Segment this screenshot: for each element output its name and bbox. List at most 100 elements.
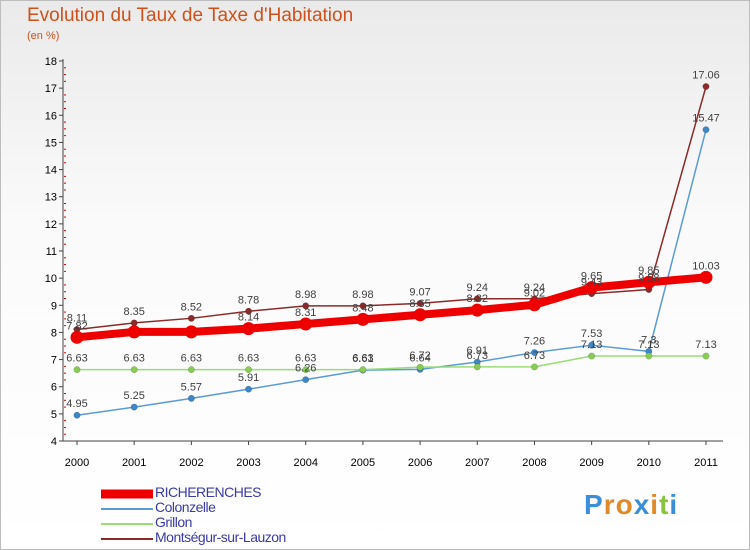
legend-label-richerenches: RICHERENCHES: [155, 484, 262, 500]
data-point: [73, 411, 81, 419]
data-label: 10.03: [692, 260, 720, 272]
data-point: [585, 281, 599, 295]
data-label: 7.26: [524, 336, 545, 348]
data-point: [413, 308, 427, 322]
data-point: [473, 295, 481, 303]
data-point: [245, 366, 252, 374]
data-label: 9.24: [467, 282, 488, 294]
data-label: 6.64: [409, 352, 430, 364]
y-tick-label: 5: [51, 409, 57, 421]
data-label: 8.98: [352, 289, 373, 301]
data-point: [187, 314, 195, 322]
series-line-0: [76, 273, 707, 342]
data-point: [531, 349, 538, 356]
x-tick-label: 2007: [465, 457, 489, 469]
data-label: 8.31: [295, 307, 316, 319]
y-tick-label: 12: [45, 219, 57, 231]
x-tick-label: 2002: [179, 457, 203, 469]
data-label: 7.13: [695, 339, 716, 351]
legend-label-colonzelle: Colonzelle: [155, 499, 216, 515]
data-label: 6.91: [467, 345, 488, 357]
y-tick-label: 9: [51, 300, 57, 312]
legend-swatch-colonzelle: [101, 507, 153, 510]
data-label: 9.65: [581, 271, 602, 283]
data-point: [359, 366, 367, 374]
axes: 4 5 6 7 8 9 10 11 12 13 14 15 16 17 18 2000 2001 2002 2003…: [45, 56, 723, 469]
logo-letter: t: [659, 489, 670, 520]
data-label: 6.72: [409, 350, 430, 362]
chart-subtitle: (en %): [27, 30, 60, 42]
data-label: 7.53: [581, 328, 602, 340]
data-point: [702, 352, 710, 360]
data-label: 6.26: [295, 363, 316, 375]
data-point: [588, 341, 596, 349]
data-point: [642, 275, 656, 289]
data-point: [245, 385, 252, 393]
y-tick-label: 15: [45, 137, 57, 149]
y-tick-label: 7: [51, 355, 57, 367]
data-label: 8.52: [181, 301, 202, 313]
data-label: 9.02: [524, 288, 545, 300]
y-tick-label: 17: [45, 83, 57, 95]
data-point: [702, 83, 710, 90]
data-point: [356, 312, 370, 326]
data-point: [127, 325, 141, 339]
proxiti-logo: Proxiti: [584, 489, 678, 521]
data-label: 9.58: [638, 273, 659, 285]
data-label: 6.63: [238, 353, 259, 365]
data-label: 6.63: [352, 353, 373, 365]
y-tick-label: 16: [45, 110, 57, 122]
data-point: [302, 366, 310, 374]
logo-letter: o: [615, 489, 634, 520]
data-point: [302, 376, 310, 384]
data-label: 9.85: [638, 265, 659, 277]
y-tick-label: 11: [46, 246, 57, 258]
data-label: 4.95: [66, 398, 87, 410]
data-label: 5.25: [123, 390, 144, 402]
data-point: [531, 363, 538, 371]
y-tick-label: 14: [45, 165, 57, 177]
data-label: 7.13: [638, 339, 659, 351]
data-point: [416, 363, 424, 371]
series-line-1: [76, 129, 707, 416]
y-tick-label: 10: [45, 273, 57, 285]
data-point: [187, 366, 195, 374]
data-point: [645, 352, 653, 360]
x-tick-label: 2010: [637, 457, 661, 469]
logo-letter: i: [669, 489, 679, 520]
data-point: [130, 403, 138, 411]
data-label: 5.91: [238, 372, 259, 384]
logo-letter: P: [584, 489, 604, 520]
y-tick-label: 4: [51, 436, 57, 448]
logo-letter: r: [603, 489, 616, 520]
y-tick-label: 18: [45, 56, 57, 68]
data-point: [242, 322, 256, 336]
data-point: [245, 307, 252, 315]
data-point: [416, 299, 424, 307]
data-label: 8.14: [238, 312, 259, 324]
logo-letter: x: [633, 489, 651, 520]
data-label: 7.82: [66, 320, 87, 332]
data-point: [184, 325, 198, 339]
data-label: 8.35: [123, 306, 144, 318]
x-tick-label: 2004: [293, 457, 317, 469]
x-tick-label: 2006: [408, 457, 432, 469]
data-point: [699, 270, 713, 284]
legend-swatch-richerenches: [101, 489, 153, 498]
logo-letter: i: [650, 489, 660, 520]
data-label: 9.43: [581, 277, 602, 289]
data-label: 6.63: [66, 353, 87, 365]
data-label: 7.13: [581, 339, 602, 351]
x-tick-label: 2008: [522, 457, 546, 469]
y-tick-label: 6: [51, 382, 57, 394]
data-label: 6.63: [295, 353, 316, 365]
x-tick-label: 2011: [694, 457, 718, 469]
data-label: 9.07: [409, 286, 430, 298]
data-label: 8.82: [467, 293, 488, 305]
x-tick-label: 2005: [351, 457, 375, 469]
data-label: 6.63: [123, 353, 144, 365]
data-point: [70, 330, 84, 344]
data-point: [470, 303, 484, 317]
